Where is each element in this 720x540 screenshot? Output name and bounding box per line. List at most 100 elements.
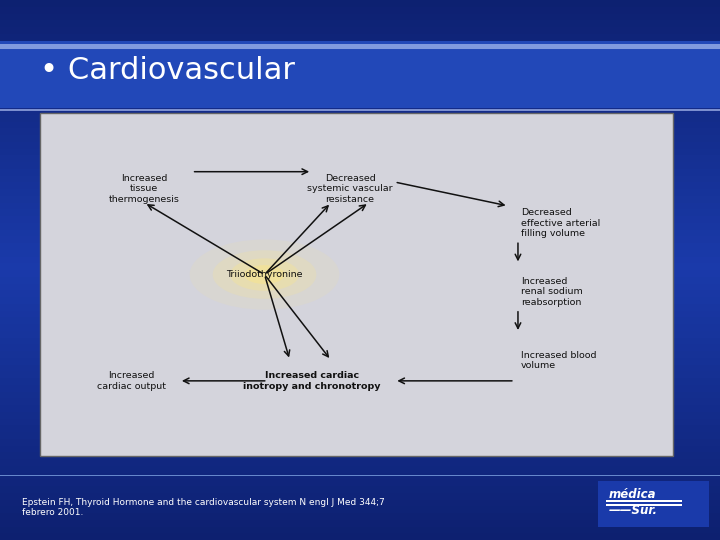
Text: • Cardiovascular: • Cardiovascular xyxy=(40,56,294,85)
Bar xyxy=(0,148,720,156)
Bar xyxy=(0,243,720,249)
Bar xyxy=(0,526,720,534)
Text: médica: médica xyxy=(608,488,656,501)
Bar xyxy=(0,94,720,102)
Bar xyxy=(606,500,682,502)
Bar xyxy=(0,44,720,49)
Text: ——Sur.: ——Sur. xyxy=(608,504,657,517)
Text: Increased blood
volume: Increased blood volume xyxy=(521,350,597,370)
Text: Increased
tissue
thermogenesis: Increased tissue thermogenesis xyxy=(109,174,179,204)
Bar xyxy=(0,216,720,222)
Bar xyxy=(0,176,720,183)
Bar xyxy=(0,6,720,14)
Bar xyxy=(0,141,720,149)
Bar xyxy=(0,87,720,94)
Bar xyxy=(0,263,720,270)
Bar xyxy=(0,405,720,411)
Bar xyxy=(0,40,720,108)
Ellipse shape xyxy=(189,239,339,309)
Bar xyxy=(0,183,720,189)
Bar xyxy=(0,472,720,480)
Bar xyxy=(0,202,720,209)
Bar xyxy=(0,372,720,378)
Bar xyxy=(0,399,720,405)
Bar xyxy=(0,519,720,526)
Bar xyxy=(0,109,720,111)
Bar xyxy=(0,270,720,276)
Bar xyxy=(0,438,720,445)
Bar xyxy=(0,249,720,256)
Bar xyxy=(0,357,720,364)
Bar xyxy=(0,364,720,372)
Bar xyxy=(0,237,720,243)
Bar xyxy=(0,135,720,141)
Bar xyxy=(0,162,720,168)
Text: Triiodothyronine: Triiodothyronine xyxy=(226,270,303,279)
Bar xyxy=(0,81,720,87)
Bar xyxy=(40,113,673,456)
Bar xyxy=(0,189,720,195)
Bar xyxy=(0,446,720,453)
Bar xyxy=(0,256,720,263)
Bar xyxy=(0,318,720,324)
Bar xyxy=(0,418,720,426)
Bar xyxy=(0,291,720,297)
Bar xyxy=(0,102,720,108)
Bar xyxy=(0,14,720,20)
Bar xyxy=(0,392,720,399)
Bar xyxy=(0,411,720,418)
Bar xyxy=(0,68,720,74)
Bar xyxy=(0,222,720,230)
Text: Increased
renal sodium
reabsorption: Increased renal sodium reabsorption xyxy=(521,277,583,307)
Bar xyxy=(0,297,720,303)
Text: Increased cardiac
inotropy and chronotropy: Increased cardiac inotropy and chronotro… xyxy=(243,371,381,390)
Bar xyxy=(0,108,720,115)
Bar xyxy=(0,345,720,351)
Bar xyxy=(598,481,709,526)
Bar xyxy=(0,513,720,519)
Bar xyxy=(0,195,720,202)
Bar xyxy=(0,459,720,465)
Bar xyxy=(0,378,720,384)
Bar xyxy=(0,284,720,291)
Bar xyxy=(0,453,720,459)
Text: Decreased
systemic vascular
resistance: Decreased systemic vascular resistance xyxy=(307,174,393,204)
Bar xyxy=(0,209,720,216)
Bar xyxy=(0,27,720,33)
Bar xyxy=(0,74,720,81)
Bar xyxy=(0,128,720,135)
Text: Increased
cardiac output: Increased cardiac output xyxy=(97,371,166,390)
Bar xyxy=(0,122,720,128)
Bar xyxy=(0,492,720,500)
Bar xyxy=(0,465,720,472)
Bar xyxy=(0,54,720,60)
Bar xyxy=(0,507,720,513)
Bar xyxy=(0,47,720,54)
Bar xyxy=(0,426,720,432)
Ellipse shape xyxy=(230,258,299,291)
Bar xyxy=(0,33,720,40)
Bar xyxy=(0,475,720,476)
Bar xyxy=(0,276,720,284)
Bar xyxy=(0,480,720,486)
Bar xyxy=(0,330,720,338)
Bar xyxy=(0,500,720,507)
Bar xyxy=(0,115,720,122)
Bar xyxy=(0,230,720,237)
Bar xyxy=(0,0,720,6)
Bar xyxy=(0,324,720,330)
Text: Decreased
effective arterial
filling volume: Decreased effective arterial filling vol… xyxy=(521,208,600,238)
Bar xyxy=(0,40,720,47)
Bar xyxy=(0,310,720,317)
Bar xyxy=(0,384,720,391)
Bar xyxy=(0,168,720,176)
Bar xyxy=(0,20,720,27)
Bar xyxy=(0,338,720,345)
Bar xyxy=(0,303,720,310)
Bar xyxy=(0,486,720,492)
Ellipse shape xyxy=(244,265,284,284)
Bar xyxy=(0,534,720,540)
Text: Epstein FH, Thyroid Hormone and the cardiovascular system N engl J Med 344;7
feb: Epstein FH, Thyroid Hormone and the card… xyxy=(22,498,384,517)
Bar xyxy=(0,432,720,438)
Bar xyxy=(606,504,682,506)
